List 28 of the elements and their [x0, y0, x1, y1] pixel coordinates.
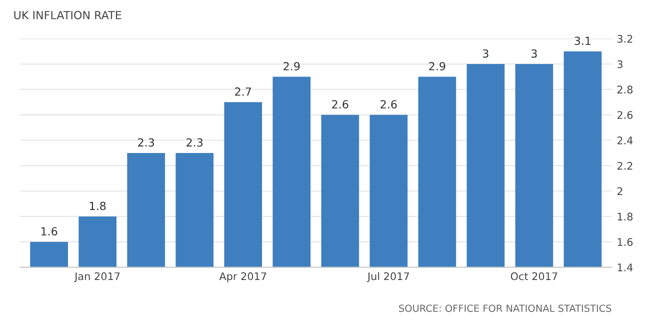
data-label: 3	[482, 49, 488, 58]
y-tick-label: 3.2	[617, 34, 632, 43]
y-tick-label: 2	[617, 187, 622, 196]
y-tick-label: 1.6	[618, 238, 633, 246]
data-label: 2.7	[235, 87, 251, 96]
x-tick-label: Jul 2017	[366, 272, 409, 282]
y-tick-label: 2.2	[617, 162, 632, 170]
y-tick-label: 1.8	[618, 212, 633, 221]
data-label: 1.6	[41, 227, 58, 236]
x-tick-label: Apr 2017	[219, 272, 266, 282]
y-tick-label: 1.4	[618, 264, 633, 272]
data-label: 2.9	[429, 62, 446, 70]
y-tick-label: 2.4	[617, 136, 633, 144]
x-tick-label: Oct 2017	[510, 272, 558, 280]
data-label: 3.1	[574, 36, 590, 46]
data-label: 2.3	[138, 138, 154, 147]
data-label: 2.9	[284, 62, 300, 70]
y-tick-label: 2.6	[617, 111, 633, 119]
data-label: 1.8	[90, 202, 106, 210]
source-note: SOURCE: OFFICE FOR NATIONAL STATISTICS	[399, 304, 612, 312]
x-tick-label: Jan 2017	[74, 272, 120, 282]
data-label: 3	[531, 49, 537, 58]
data-label: 2.6	[380, 100, 397, 109]
data-label: 2.3	[186, 138, 203, 147]
data-label: 2.6	[332, 100, 348, 109]
y-tick-label: 3	[617, 60, 622, 68]
y-tick-label: 2.8	[617, 86, 633, 94]
chart-title: UK INFLATION RATE	[14, 10, 122, 20]
